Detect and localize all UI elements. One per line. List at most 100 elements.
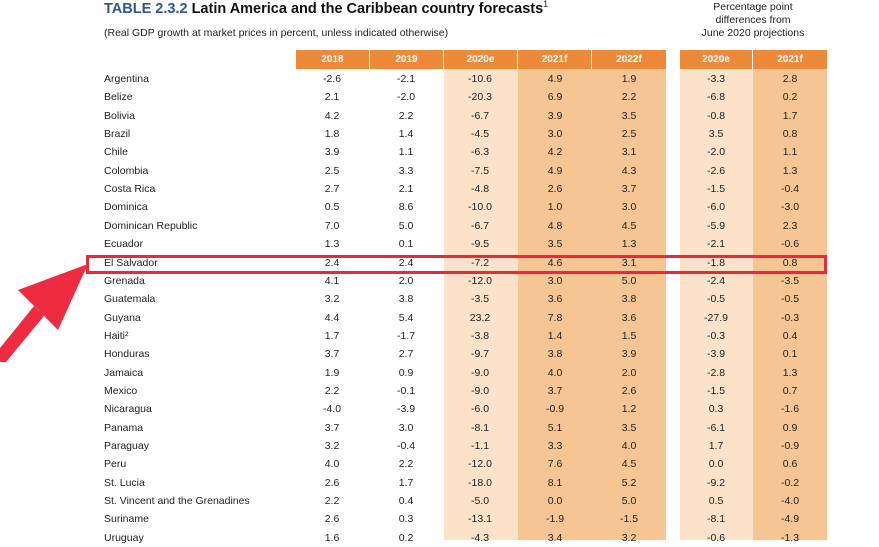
value-cell-2018: 2.2 (324, 495, 340, 508)
table-row: Nicaragua -4.0 -3.9 -6.0 -0.9 1.2 0.3 -1.6 (0, 400, 879, 418)
diff-cell-2020e: -2.1 (706, 238, 726, 251)
country-name: Mexico (104, 384, 138, 397)
table-row: Belize 2.1 -2.0 -20.3 6.9 2.2 -6.8 0.2 (0, 88, 879, 106)
country-name: Bolivia (104, 109, 135, 122)
table-row: Paraguay 3.2 -0.4 -1.1 3.3 4.0 1.7 -0.9 (0, 437, 879, 455)
country-name: Guatemala (104, 293, 156, 306)
diff-cell-2020e: 0.5 (708, 495, 724, 508)
table-row: Brazil 1.8 1.4 -4.5 3.0 2.5 3.5 0.8 (0, 125, 879, 143)
diff-cell-2021f: 0.2 (782, 91, 798, 104)
value-cell-2022f: -1.5 (619, 513, 639, 526)
value-cell-2020e: -6.3 (470, 146, 490, 159)
diff-cell-2021f: -0.3 (780, 311, 800, 324)
country-name: Peru (104, 458, 127, 471)
value-cell-2018: 1.9 (324, 366, 340, 379)
table-row: Argentina -2.6 -2.1 -10.6 4.9 1.9 -3.3 2.8 (0, 70, 879, 88)
value-cell-2018: 3.7 (324, 421, 340, 434)
diff-cell-2021f: 0.8 (782, 256, 798, 269)
diff-cell-2020e: -2.0 (706, 146, 726, 159)
diff-cell-2020e: -2.8 (706, 366, 726, 379)
diff-cell-2021f: 0.6 (782, 458, 798, 471)
red-arrow-icon (0, 264, 88, 362)
value-cell-2020e: -1.1 (470, 440, 490, 452)
table-subtitle: (Real GDP growth at market prices in per… (104, 27, 449, 39)
value-cell-2021f: 1.4 (547, 329, 563, 342)
diff-header-line3: June 2020 projections (701, 27, 805, 39)
country-name: Costa Rica (104, 183, 156, 196)
value-cell-2020e: -3.5 (470, 293, 490, 306)
value-cell-2018: 4.2 (324, 109, 340, 122)
value-cell-2019: 5.4 (398, 311, 414, 324)
diff-cell-2021f: -4.9 (780, 513, 800, 526)
value-cell-2022f: 3.0 (621, 201, 637, 214)
value-cell-2020e: 23.2 (469, 311, 491, 324)
value-cell-2021f: -0.9 (545, 403, 565, 416)
value-cell-2021f: 5.1 (547, 421, 563, 434)
diff-cell-2021f: 0.4 (782, 329, 798, 342)
value-cell-2019: -1.7 (396, 329, 416, 342)
value-cell-2021f: 3.9 (547, 109, 563, 122)
table-row: Colombia 2.5 3.3 -7.5 4.9 4.3 -2.6 1.3 (0, 162, 879, 180)
col-header-2022f: 2022f (592, 50, 666, 69)
value-cell-2021f: 4.8 (547, 219, 563, 232)
table-row: Costa Rica 2.7 2.1 -4.8 2.6 3.7 -1.5 -0.4 (0, 180, 879, 198)
value-cell-2020e: -6.7 (470, 219, 490, 232)
value-cell-2022f: 2.0 (621, 366, 637, 379)
value-cell-2021f: 4.9 (547, 164, 563, 177)
value-cell-2021f: 3.4 (547, 531, 563, 544)
value-cell-2021f: 3.6 (547, 293, 563, 306)
table-row: Guatemala 3.2 3.8 -3.5 3.6 3.8 -0.5 -0.5 (0, 290, 879, 308)
table-row: Peru 4.0 2.2 -12.0 7.6 4.5 0.0 0.6 (0, 455, 879, 473)
table-row: Chile 3.9 1.1 -6.3 4.2 3.1 -2.0 1.1 (0, 143, 879, 161)
table-row: Dominica 0.5 8.6 -10.0 1.0 3.0 -6.0 -3.0 (0, 198, 879, 216)
value-cell-2022f: 1.5 (621, 329, 637, 342)
value-cell-2020e: -7.5 (470, 164, 490, 177)
country-name: Nicaragua (104, 403, 152, 416)
value-cell-2018: 4.4 (324, 311, 340, 324)
value-cell-2022f: 3.1 (621, 256, 637, 269)
value-cell-2020e: -7.2 (470, 256, 490, 269)
diff-cell-2021f: -0.9 (780, 440, 800, 452)
country-name: Dominican Republic (104, 219, 198, 232)
value-cell-2020e: -10.6 (468, 73, 492, 85)
value-cell-2022f: 1.2 (621, 403, 637, 416)
table-row: Ecuador 1.3 0.1 -9.5 3.5 1.3 -2.1 -0.6 (0, 235, 879, 253)
country-name: Jamaica (104, 366, 144, 379)
value-cell-2018: 4.0 (324, 458, 340, 471)
country-name: St. Lucia (104, 476, 145, 489)
diff-col-2021f-background (753, 69, 827, 540)
diff-cell-2021f: 1.3 (782, 164, 798, 177)
value-cell-2021f: 8.1 (547, 476, 563, 489)
diff-cell-2021f: 1.1 (782, 146, 798, 159)
table-row: Grenada 4.1 2.0 -12.0 3.0 5.0 -2.4 -3.5 (0, 272, 879, 290)
value-cell-2021f: 6.9 (547, 91, 563, 104)
value-cell-2019: 3.0 (398, 421, 414, 434)
diff-col-header-2020e: 2020e (680, 50, 752, 69)
country-name: Uruguay (104, 531, 144, 544)
value-cell-2019: 3.8 (398, 293, 414, 306)
value-cell-2019: 0.9 (398, 366, 414, 379)
value-cell-2020e: -13.1 (468, 513, 492, 526)
table-row: Honduras 3.7 2.7 -9.7 3.8 3.9 -3.9 0.1 (0, 345, 879, 363)
value-cell-2018: 3.2 (324, 440, 340, 452)
country-name: Honduras (104, 348, 150, 361)
diff-cell-2020e: -0.3 (706, 329, 726, 342)
table-row: St. Vincent and the Grenadines 2.2 0.4 -5.0… (0, 492, 879, 510)
diff-cell-2020e: 3.5 (708, 128, 724, 141)
diff-cell-2021f: -1.3 (780, 531, 800, 544)
value-cell-2022f: 4.5 (621, 219, 637, 232)
country-name: Colombia (104, 164, 149, 177)
diff-cell-2020e: -8.1 (706, 513, 726, 526)
value-cell-2021f: 3.8 (547, 348, 563, 361)
table-number: TABLE 2.3.2 (104, 0, 188, 17)
col-2022f-background (592, 69, 666, 540)
value-cell-2019: 2.4 (398, 256, 414, 269)
diff-cell-2021f: -3.5 (780, 274, 800, 287)
value-cell-2020e: -9.0 (470, 384, 490, 397)
value-cell-2018: 2.4 (324, 256, 340, 269)
country-name: St. Vincent and the Grenadines (104, 495, 250, 508)
country-name: Haiti² (104, 329, 129, 342)
value-cell-2019: -0.4 (396, 440, 416, 452)
diff-cell-2021f: 0.7 (782, 384, 798, 397)
value-cell-2019: -2.0 (396, 91, 416, 104)
